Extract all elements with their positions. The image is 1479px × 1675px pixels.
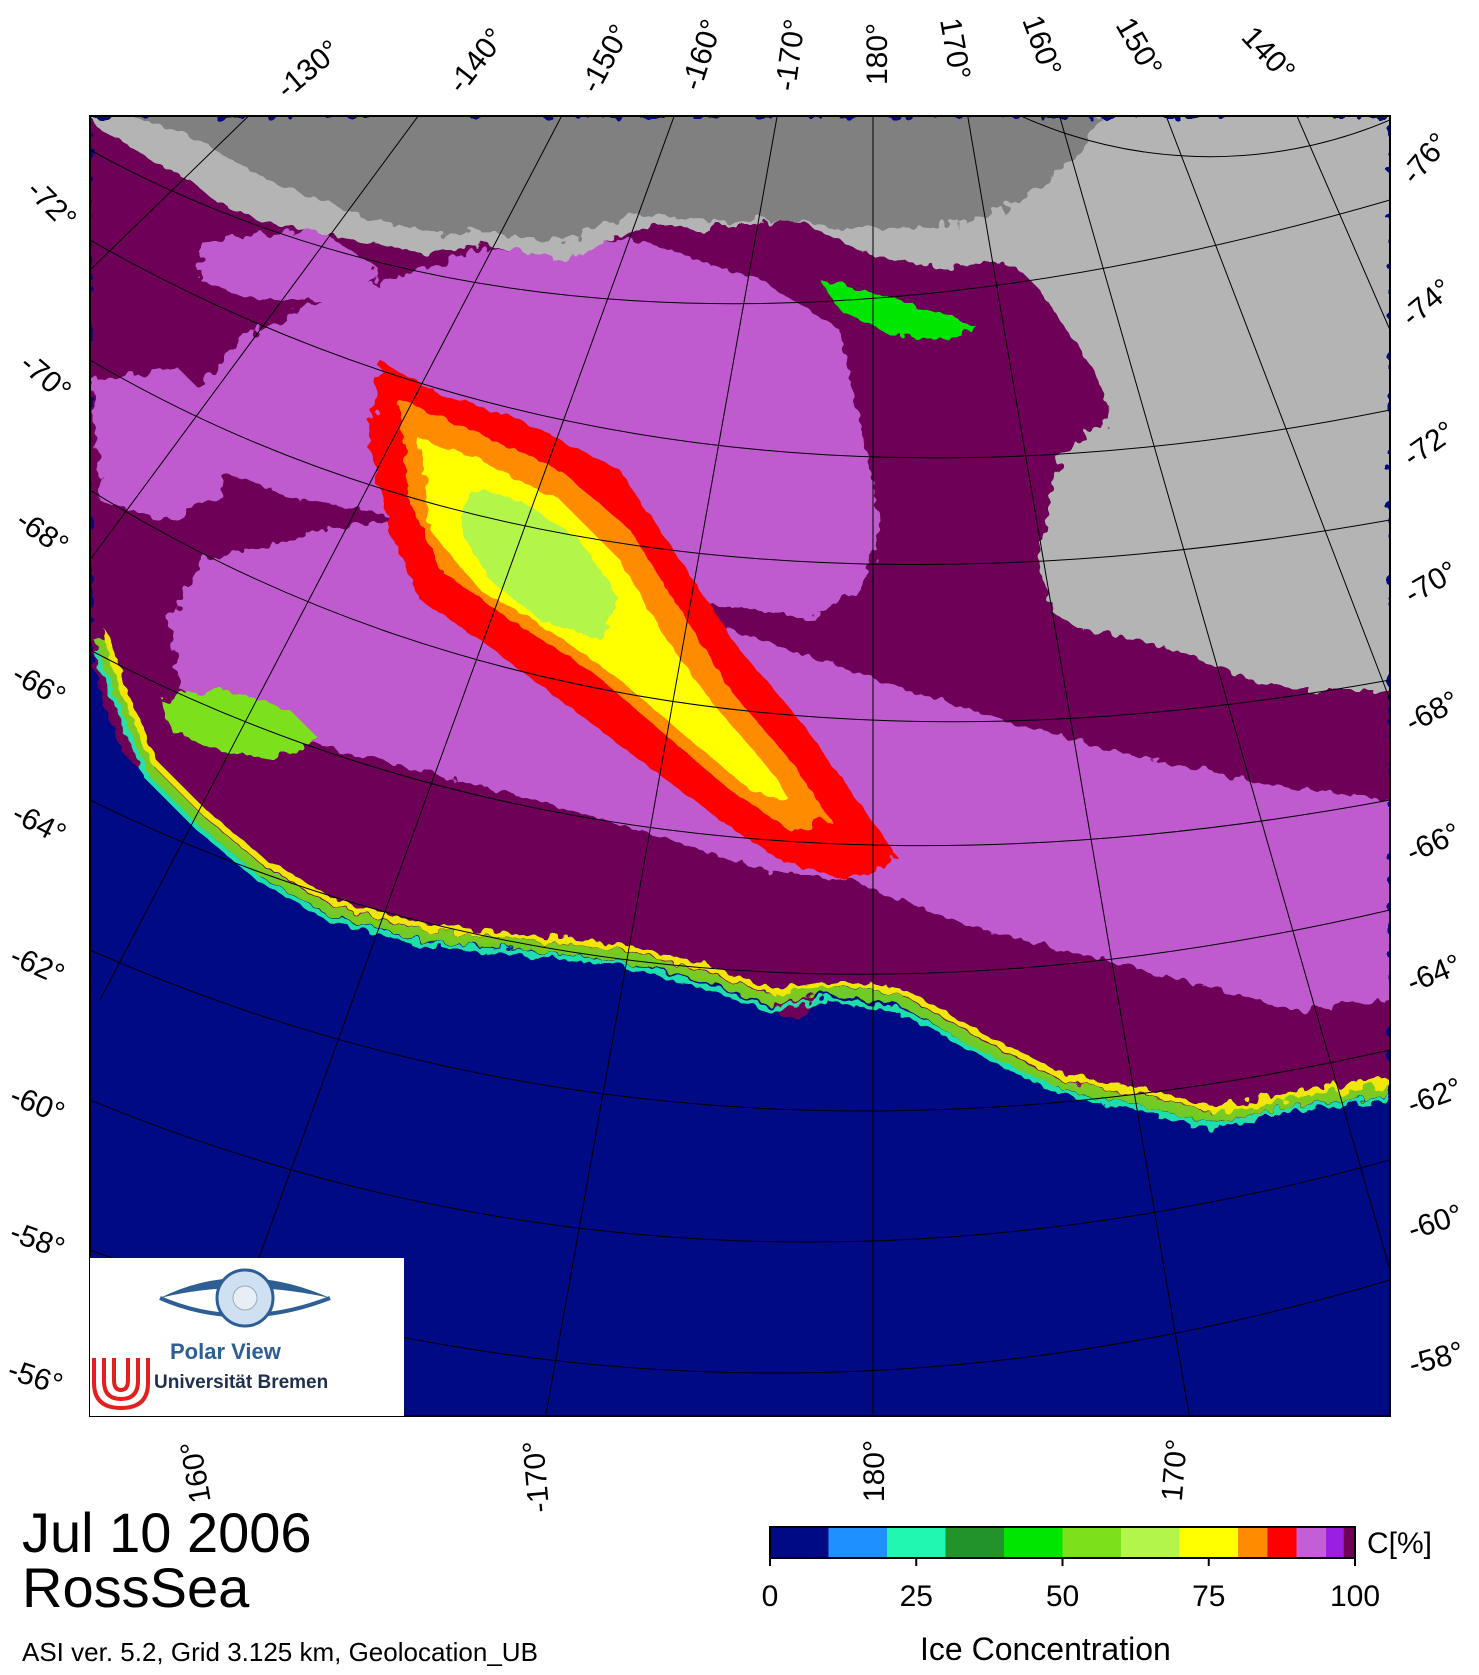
colorbar-bin <box>1062 1527 1121 1558</box>
left-lat-label: -68° <box>10 504 74 563</box>
colorbar-bin <box>1343 1527 1355 1558</box>
lat-line-76 <box>1019 116 1390 158</box>
antarctica-land <box>90 116 1390 690</box>
colorbar-bin <box>945 1527 1004 1558</box>
colorbar <box>770 1527 1355 1558</box>
version-line: ASI ver. 5.2, Grid 3.125 km, Geolocation… <box>22 1637 538 1667</box>
meridian-m150 <box>99 116 563 1001</box>
colorbar-unit: C[%] <box>1367 1527 1433 1560</box>
colorbar-bin <box>887 1527 946 1558</box>
top-lon-label: -160° <box>675 15 729 94</box>
colorbar-title: Ice Concentration <box>920 1631 1171 1667</box>
colorbar-ticks <box>769 1558 1356 1566</box>
ice-zone-lavender-west <box>92 370 230 520</box>
colorbar-bin <box>1179 1527 1238 1558</box>
polar-view-logo: Polar View Universität Bremen <box>90 1258 404 1416</box>
eye-logo-icon <box>92 1268 331 1411</box>
colorbar-bin <box>1267 1527 1297 1558</box>
lat-line-66 <box>90 649 1390 847</box>
ice-edge-green <box>95 638 1390 1124</box>
left-lat-label: -62° <box>5 939 69 992</box>
top-lon-label: 140° <box>1235 20 1301 88</box>
map-date: Jul 10 2006 <box>22 1501 312 1564</box>
left-lat-label: -66° <box>7 657 71 713</box>
colorbar-bin <box>770 1527 829 1558</box>
top-lon-label: -140° <box>442 22 512 99</box>
colorbar-bin <box>1004 1527 1063 1558</box>
top-lon-label: -150° <box>574 19 637 98</box>
left-lat-label: -70° <box>14 347 78 408</box>
colorbar-tick-label: 50 <box>1045 1580 1080 1613</box>
meridian-m170 <box>545 116 778 1416</box>
colorbar-tick-label: 75 <box>1192 1580 1226 1613</box>
right-lat-label: -66° <box>1401 817 1465 870</box>
logo-subtitle: Universität Bremen <box>154 1372 329 1393</box>
bottom-lon-label: 170° <box>1156 1438 1194 1503</box>
right-lat-label: -64° <box>1402 948 1466 999</box>
colorbar-bin <box>1296 1527 1326 1558</box>
colorbar-bin <box>828 1527 887 1558</box>
left-lat-label: -58° <box>6 1216 69 1266</box>
left-lat-label: -60° <box>5 1079 69 1130</box>
lat-line-64 <box>90 799 1390 975</box>
map-frame <box>89 115 1391 1417</box>
ice-zone-green-patch <box>820 280 980 340</box>
ice-zone-lavender-coast <box>200 230 380 300</box>
left-lat-label: -64° <box>7 797 71 852</box>
top-lon-label: 150° <box>1109 12 1169 82</box>
right-lat-label: -76° <box>1395 127 1456 191</box>
colorbar-bin <box>1238 1527 1268 1558</box>
right-lat-label: -68° <box>1400 685 1464 740</box>
colorbar-tick-label: 100 <box>1329 1580 1381 1613</box>
meridian-m160 <box>200 116 675 1416</box>
ice-edge-cyan <box>93 649 1390 1129</box>
logo-title: Polar View <box>170 1339 281 1364</box>
meridian-140 <box>1296 116 1390 331</box>
ice-edge-yellow <box>101 631 1390 1114</box>
top-lon-label: 160° <box>1015 11 1067 81</box>
meridian-160 <box>1059 116 1390 1271</box>
top-lon-label: 170° <box>933 15 976 82</box>
lat-line-70 <box>90 359 1390 566</box>
colorbar-bin <box>1121 1527 1180 1558</box>
top-lon-label: -170° <box>769 17 812 93</box>
right-lat-label: -62° <box>1403 1072 1466 1122</box>
meridian-m130 <box>90 116 250 271</box>
top-lon-label: -130° <box>270 34 346 106</box>
meridian-150 <box>1165 116 1390 701</box>
colorbar-bin <box>1325 1527 1344 1558</box>
lat-line-60 <box>90 1099 1390 1243</box>
university-bremen-icon <box>92 1358 150 1411</box>
lat-line-62 <box>90 949 1390 1112</box>
map-region: RossSea <box>22 1556 250 1619</box>
ross-ice-shelf <box>130 116 1100 240</box>
left-lat-label: -56° <box>4 1353 67 1401</box>
right-lat-label: -60° <box>1404 1198 1467 1246</box>
lat-line-72 <box>90 239 1390 459</box>
meridian-170 <box>967 116 1190 1416</box>
right-lat-label: -58° <box>1405 1336 1467 1382</box>
colorbar-tick-label: 0 <box>761 1580 779 1613</box>
lat-line-74 <box>90 149 1390 305</box>
meridian-m140 <box>90 116 419 561</box>
right-lat-label: -74° <box>1395 272 1459 333</box>
top-lon-label: 180° <box>861 23 894 85</box>
left-lat-label: -72° <box>20 174 82 236</box>
bottom-lon-label: 160° <box>174 1439 217 1506</box>
right-lat-label: -70° <box>1399 555 1463 611</box>
colorbar-tick-label: 25 <box>899 1580 933 1613</box>
bottom-lon-label: 180° <box>858 1440 891 1502</box>
bottom-lon-label: -170° <box>517 1439 556 1514</box>
lat-line-68 <box>90 489 1390 723</box>
ice-zone-lightgreen <box>460 490 620 640</box>
right-lat-label: -72° <box>1397 415 1461 474</box>
ice-zone-green-west <box>160 690 320 760</box>
